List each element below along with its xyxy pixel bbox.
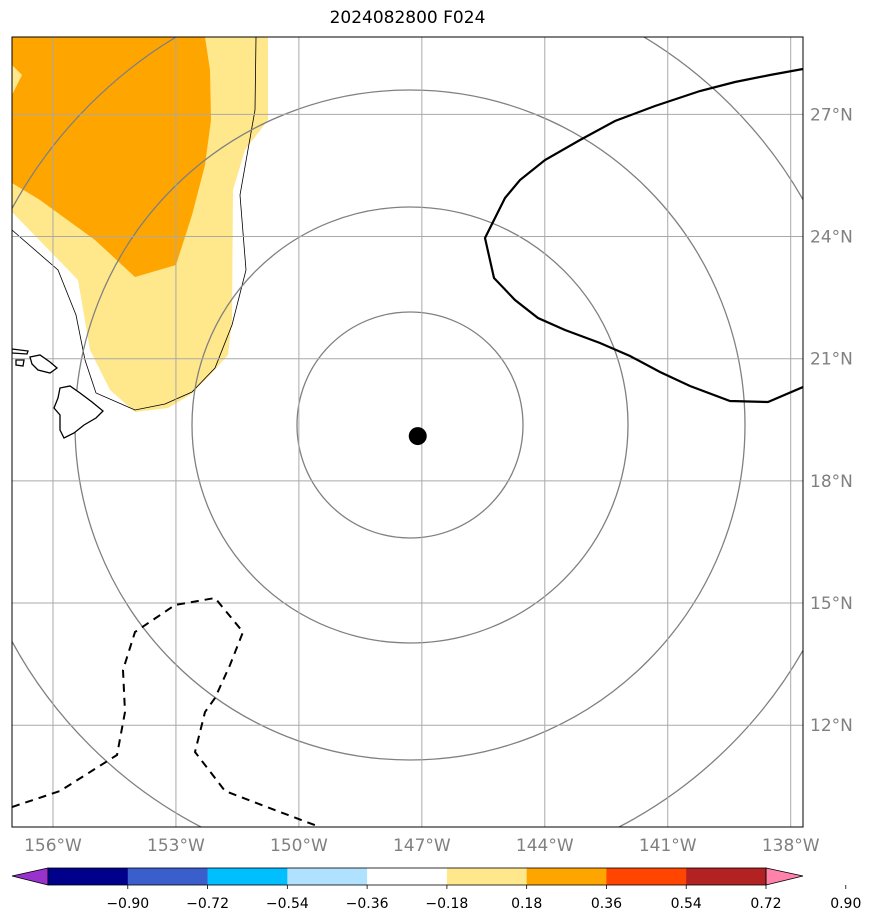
colorbar-extend-low	[11, 867, 49, 886]
colorbar-segment	[446, 868, 528, 885]
colorbar-label: 0.72	[750, 896, 781, 912]
colorbar-extend-high	[765, 867, 804, 886]
map-plot-area	[12, 37, 803, 827]
range-ring	[191, 206, 629, 644]
longitude-label: 153°W	[147, 836, 205, 856]
range-ring	[296, 311, 524, 539]
colorbar-segment	[526, 868, 607, 885]
colorbar-tick-labels: −0.90 −0.72 −0.54 −0.36 −0.18 0.18 0.36 0.54 0.7…	[106, 885, 861, 912]
latitude-label: 15°N	[810, 594, 853, 614]
storm-center-marker	[408, 427, 427, 446]
longitude-tick-labels: 156°W 153°W 150°W 147°W 144°W 141°W 138°W	[24, 836, 820, 856]
colorbar-segment	[606, 868, 687, 885]
colorbar-segment	[48, 868, 129, 885]
colorbar-label: 0.90	[830, 896, 861, 912]
solid-contour-line	[483, 67, 803, 404]
island-big-island	[53, 385, 104, 439]
longitude-label: 141°W	[639, 836, 697, 856]
island-molokai	[12, 348, 29, 355]
thin-contour-line	[12, 37, 257, 411]
longitude-label: 156°W	[24, 836, 82, 856]
island-maui	[29, 354, 59, 374]
latitude-label: 12°N	[810, 716, 853, 736]
colorbar-segment	[127, 868, 209, 885]
colorbar-label: 0.36	[591, 896, 622, 912]
latitude-tick-labels: 12°N 15°N 18°N 21°N 24°N 27°N	[810, 105, 853, 736]
island-lanai	[15, 359, 25, 367]
colorbar-label: −0.36	[346, 896, 389, 912]
longitude-label: 138°W	[762, 836, 820, 856]
colorbar-segment	[287, 868, 368, 885]
latitude-label: 21°N	[810, 350, 853, 370]
colorbar-label: 0.18	[511, 896, 542, 912]
longitude-label: 150°W	[270, 836, 328, 856]
map-frame	[11, 36, 804, 828]
shading-orange	[12, 37, 211, 277]
hawaiian-islands	[12, 348, 104, 439]
colorbar-label: −0.72	[186, 896, 229, 912]
colorbar-segment	[367, 868, 448, 885]
longitude-label: 144°W	[516, 836, 574, 856]
longitude-label: 147°W	[393, 836, 451, 856]
colorbar-label: 0.54	[671, 896, 702, 912]
dashed-contour-line	[12, 596, 321, 827]
colorbar-outline	[47, 867, 767, 886]
map-title: 2024082800 F024	[329, 8, 486, 28]
colorbar-label: −0.90	[106, 896, 149, 912]
colorbar	[11, 867, 804, 886]
colorbar-segment	[686, 868, 767, 885]
colorbar-label: −0.18	[425, 896, 468, 912]
latitude-label: 27°N	[810, 105, 853, 125]
colorbar-segment	[207, 868, 288, 885]
colorbar-label: −0.54	[266, 896, 309, 912]
latitude-label: 18°N	[810, 472, 853, 492]
latitude-label: 24°N	[810, 228, 853, 248]
